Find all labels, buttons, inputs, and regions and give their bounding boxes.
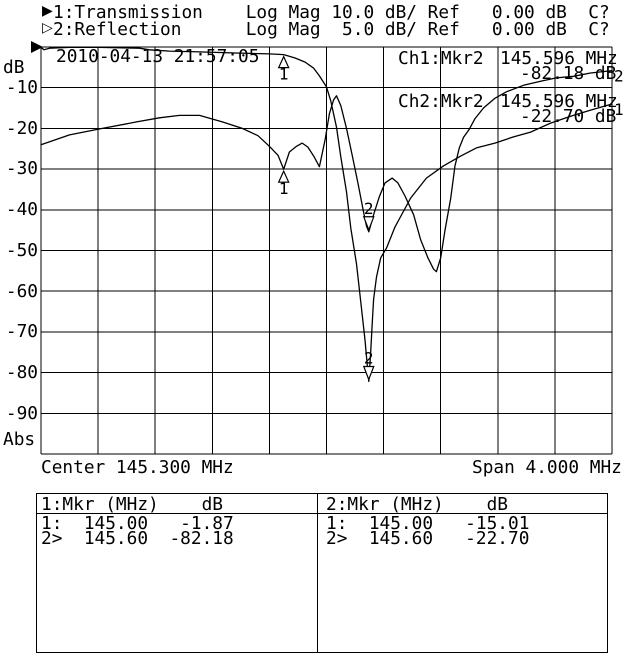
channel1-header: 1:Transmission Log Mag 10.0 dB/ Ref 0.00… bbox=[53, 2, 610, 23]
channel1-active-arrow-icon: ▶ bbox=[42, 3, 53, 19]
ch2-marker-readout-level: -22.70 dB bbox=[520, 106, 617, 127]
marker-table-divider bbox=[317, 493, 318, 653]
y-axis-tick-label: -30 bbox=[5, 158, 38, 180]
marker-triangle-icon bbox=[277, 55, 290, 69]
marker-triangle-icon bbox=[362, 365, 375, 382]
ch2-marker-readout-channel: Ch2:Mkr2 bbox=[398, 91, 484, 112]
y-axis-tick-label: -90 bbox=[5, 402, 38, 424]
channel2-header: 2:Reflection Log Mag 5.0 dB/ Ref 0.00 dB… bbox=[53, 19, 610, 40]
graticule-plot: 1 2 1 2 1 2 bbox=[31, 41, 624, 455]
center-frequency-label: Center 145.300 MHz bbox=[41, 457, 234, 478]
marker-triangle-icon bbox=[362, 216, 375, 232]
reference-level-arrow-icon bbox=[31, 41, 43, 53]
y-axis-bottom-label: Abs bbox=[3, 429, 36, 450]
timestamp: 2010-04-13 21:57:05 bbox=[56, 46, 260, 67]
marker-table-right-header: 2:Mkr (MHz) dB bbox=[326, 494, 508, 515]
trace-edge-label: 2 bbox=[614, 67, 624, 86]
ch1-marker-readout-channel: Ch1:Mkr2 bbox=[398, 48, 484, 69]
marker-table-header-underline bbox=[36, 513, 608, 514]
y-axis-tick-label: -20 bbox=[5, 117, 38, 139]
marker-number-label: 1 bbox=[279, 179, 289, 198]
marker-number-label: 2 bbox=[364, 199, 374, 218]
ch1-marker-readout-freq: 145.596 MHz bbox=[500, 48, 618, 69]
y-axis-unit-label: dB bbox=[3, 57, 25, 78]
y-axis-tick-label: -10 bbox=[5, 77, 38, 98]
ch1-marker-readout-level: -82.18 dB bbox=[520, 63, 617, 84]
channel2-inactive-arrow-icon: ▷ bbox=[42, 20, 53, 36]
y-axis-tick-label: -70 bbox=[5, 321, 38, 343]
marker-table-right-row1: 1: 145.00 -15.01 bbox=[326, 513, 530, 534]
marker-table-left-row1: 1: 145.00 -1.87 bbox=[41, 513, 234, 534]
y-axis-tick-label: -80 bbox=[5, 361, 38, 383]
ch2-marker-readout-freq: 145.596 MHz bbox=[500, 91, 618, 112]
trace-reflection bbox=[40, 69, 613, 273]
y-axis-tick-label: -60 bbox=[5, 280, 38, 302]
marker-number-label: 1 bbox=[279, 65, 289, 84]
y-axis-tick-label: -50 bbox=[5, 239, 38, 261]
marker-triangle-icon bbox=[277, 169, 290, 183]
marker-table bbox=[36, 493, 608, 653]
marker-number-label: 2 bbox=[364, 348, 374, 367]
marker-table-left-header: 1:Mkr (MHz) dB bbox=[41, 494, 223, 515]
marker-table-left-row2: 2> 145.60 -82.18 bbox=[41, 528, 234, 549]
trace-transmission bbox=[40, 46, 613, 383]
y-axis-tick-label: -40 bbox=[5, 199, 38, 221]
marker-table-right-row2: 2> 145.60 -22.70 bbox=[326, 528, 530, 549]
trace-edge-label: 1 bbox=[614, 100, 624, 119]
span-label: Span 4.000 MHz bbox=[472, 457, 622, 478]
